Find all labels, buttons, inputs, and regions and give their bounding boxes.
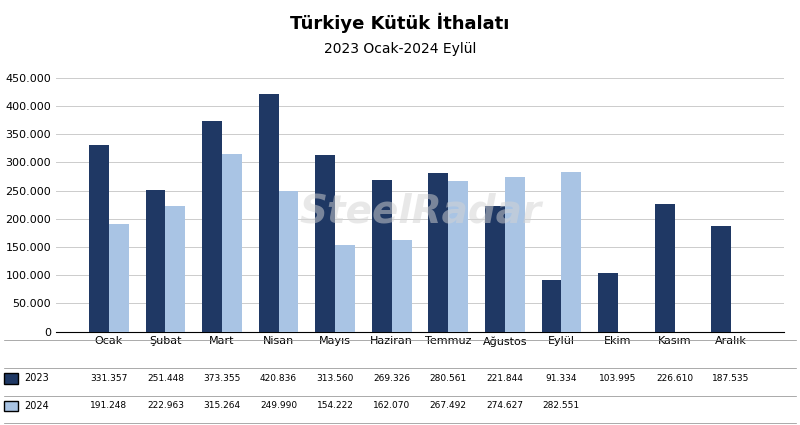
Bar bbox=[711, 226, 731, 332]
Bar bbox=[392, 240, 411, 332]
Bar bbox=[146, 190, 166, 332]
Bar bbox=[598, 273, 618, 332]
Text: 249.990: 249.990 bbox=[260, 401, 297, 411]
Text: 222.963: 222.963 bbox=[147, 401, 184, 411]
Bar bbox=[448, 181, 468, 332]
Bar bbox=[222, 154, 242, 332]
Bar bbox=[562, 172, 582, 332]
Text: Türkiye Kütük İthalatı: Türkiye Kütük İthalatı bbox=[290, 13, 510, 33]
Bar bbox=[278, 190, 298, 332]
Text: 154.222: 154.222 bbox=[317, 401, 354, 411]
Text: SteelRadar: SteelRadar bbox=[299, 192, 541, 230]
Bar bbox=[109, 224, 129, 332]
Text: 2024: 2024 bbox=[24, 401, 49, 411]
Text: 280.561: 280.561 bbox=[430, 374, 467, 383]
Text: 269.326: 269.326 bbox=[373, 374, 410, 383]
Bar bbox=[429, 173, 448, 332]
Bar bbox=[202, 121, 222, 332]
Text: 313.560: 313.560 bbox=[317, 374, 354, 383]
Text: 331.357: 331.357 bbox=[90, 374, 127, 383]
Bar bbox=[89, 145, 109, 332]
Text: 2023: 2023 bbox=[24, 373, 49, 383]
Text: 373.355: 373.355 bbox=[203, 374, 241, 383]
Text: 2023 Ocak-2024 Eylül: 2023 Ocak-2024 Eylül bbox=[324, 42, 476, 57]
Text: 267.492: 267.492 bbox=[430, 401, 466, 411]
Text: 221.844: 221.844 bbox=[486, 374, 523, 383]
Bar bbox=[166, 206, 186, 332]
Bar bbox=[315, 155, 335, 332]
Text: 91.334: 91.334 bbox=[546, 374, 577, 383]
Text: 251.448: 251.448 bbox=[147, 374, 184, 383]
Text: 282.551: 282.551 bbox=[543, 401, 580, 411]
Bar bbox=[485, 207, 505, 332]
Text: 226.610: 226.610 bbox=[656, 374, 693, 383]
Bar bbox=[654, 204, 674, 332]
Text: 420.836: 420.836 bbox=[260, 374, 297, 383]
Text: 191.248: 191.248 bbox=[90, 401, 127, 411]
Text: 187.535: 187.535 bbox=[713, 374, 750, 383]
Bar bbox=[258, 94, 278, 332]
Text: 162.070: 162.070 bbox=[373, 401, 410, 411]
Text: 274.627: 274.627 bbox=[486, 401, 523, 411]
Bar bbox=[335, 244, 355, 332]
Text: 103.995: 103.995 bbox=[599, 374, 637, 383]
Bar bbox=[505, 177, 525, 332]
Bar bbox=[372, 180, 392, 332]
Bar bbox=[542, 280, 562, 332]
Text: 315.264: 315.264 bbox=[203, 401, 241, 411]
